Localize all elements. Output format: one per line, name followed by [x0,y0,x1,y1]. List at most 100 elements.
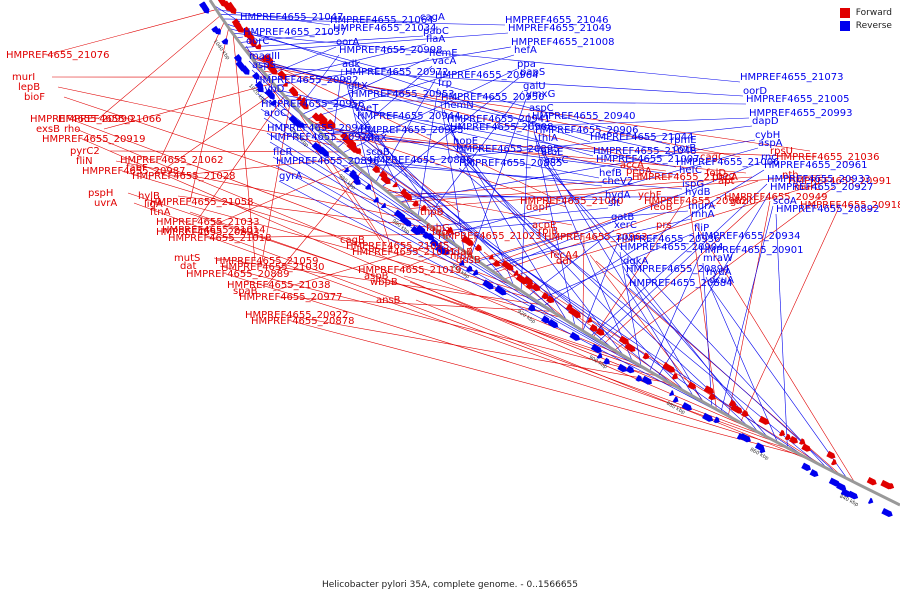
reverse-gene-label: rnc [761,152,777,163]
forward-leader [257,64,741,158]
reverse-leader [399,139,756,203]
tick-label: 920 kbp [516,309,536,325]
reverse-gene-label: HMPREF4655_20884 [629,278,732,289]
forward-gene [546,295,555,304]
reverse-gene-label: HMPREF4655_20941 [447,114,550,125]
reverse-gene-label: scoB [366,147,390,158]
reverse-gene-label: acxC [544,155,569,166]
forward-gene [513,270,519,276]
forward-gene [541,292,549,300]
reverse-gene-label: HMPREF4655_21006 [676,157,779,168]
forward-leader [384,189,573,226]
reverse-gene-label: HMPREF4655_20886 [369,155,472,166]
forward-leader [403,275,563,319]
forward-leader [400,176,753,203]
reverse-gene [399,215,412,227]
reverse-gene-label: ymxG [526,89,555,100]
reverse-leader [254,61,674,154]
reverse-gene-label: HMPREF4655_20934 [697,231,800,242]
reverse-gene [444,248,450,255]
forward-gene-label: spaB [233,286,258,297]
forward-gene-label: ftnA [150,207,171,218]
forward-leader [592,200,685,338]
reverse-gene-label: gyrA [279,171,302,182]
reverse-leader [657,191,771,377]
forward-gene [501,260,514,271]
reverse-leader [705,276,778,443]
reverse-gene-label: rpmE [670,135,697,146]
reverse-gene-label: HMPREF4655_21048 [593,146,696,157]
forward-gene [522,276,534,286]
legend-reverse: Reverse [839,21,892,31]
forward-gene-label: murC [794,182,821,193]
reverse-gene [681,402,692,411]
forward-gene-label: hylB [138,191,160,202]
forward-leader [97,15,221,120]
forward-gene [446,226,453,233]
reverse-leader [275,46,512,86]
reverse-leader [520,112,530,291]
forward-leader [272,240,450,292]
forward-gene-label: HMPREF4655_21023 [438,231,541,242]
reverse-leader [598,183,768,342]
forward-leader [284,314,670,384]
forward-leader [295,107,387,247]
forward-gene-label: exsB [36,124,60,135]
reverse-leader [535,232,695,302]
forward-leader [589,254,705,403]
forward-gene [708,392,716,401]
forward-swatch [839,8,850,18]
forward-leader [232,33,256,262]
forward-gene-label: HMPREF4655_21036 [776,152,879,163]
reverse-gene [373,196,379,203]
reverse-gene [410,225,421,236]
reverse-leader [437,210,689,232]
forward-gene [402,191,413,201]
reverse-gene-label: rnhA [691,209,715,220]
reverse-gene-label: HMPREF4655_21064 [330,15,433,26]
reverse-gene [429,238,439,247]
forward-gene-label: HMPREF4655_20991 [788,176,891,187]
forward-gene-label: pyrC2 [70,146,100,157]
reverse-gene-label: hefC [679,165,702,176]
forward-leader [219,265,659,377]
forward-gene-label: HMPREF4655_21058 [150,197,253,208]
forward-leader [183,203,533,299]
reverse-gene-label: HMPREF4655_20964 [435,70,538,81]
reverse-gene-label: HMPREF4655_20925 [360,125,463,136]
reverse-leader [342,68,518,154]
forward-gene-label: pspH [88,188,113,199]
forward-leader [262,70,811,152]
forward-gene [525,281,534,290]
reverse-gene-label: wlaX [363,133,387,144]
forward-leader [75,128,626,358]
forward-gene-label: mdaB [444,247,473,258]
reverse-gene [343,166,349,173]
reverse-swatch [839,21,850,31]
forward-gene-label: bioF [24,92,45,103]
forward-gene-label: HMPREF4655_21060 [520,196,623,207]
reverse-gene-label: HMPREF4655_20944 [357,111,460,122]
forward-gene [671,372,679,380]
reverse-gene-label: hydA [605,190,631,201]
reverse-leader [449,131,625,357]
reverse-leader [458,167,818,464]
reverse-gene [240,65,250,75]
reverse-gene [867,497,874,504]
forward-gene-label: HMPREF4655_20987 [82,166,185,177]
reverse-leader [232,32,741,83]
reverse-leader [375,79,436,183]
forward-gene [687,381,697,390]
reverse-leader [347,90,413,212]
reverse-leader [321,117,750,134]
forward-gene [263,54,274,65]
reverse-gene [466,265,473,272]
reverse-gene-label: HMPREF4655_21047 [240,12,343,23]
forward-leader [189,27,229,203]
legend-forward-label: Forward [855,8,892,18]
reverse-gene [641,375,653,385]
reverse-leader [387,191,606,201]
reverse-gene [482,279,494,290]
forward-leader [189,211,648,371]
forward-gene-label: HMPREF4655_20977 [239,292,342,303]
